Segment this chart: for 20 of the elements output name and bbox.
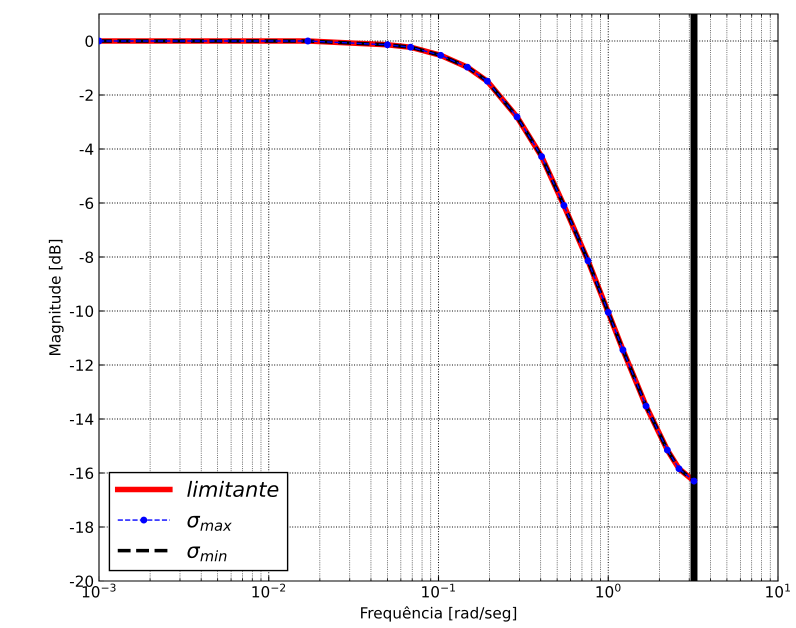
- x-axis-title: Frequência [rad/seg]: [361, 606, 516, 622]
- legend-label: σ$_{min}$: [187, 546, 226, 562]
- y-tick-label: -18: [70, 521, 94, 534]
- x-tick-label: 10$^{−2}$: [252, 584, 286, 598]
- x-tick-label: 10$^{−1}$: [422, 584, 455, 598]
- y-tick-label: -20: [70, 575, 94, 588]
- y-tick-label: -8: [80, 251, 94, 264]
- y-tick-label: -4: [80, 144, 94, 155]
- y-tick-label: -2: [80, 89, 93, 101]
- y-tick-label: -16: [70, 467, 94, 480]
- y-tick-label: -6: [80, 197, 94, 210]
- y-tick-label: -14: [70, 414, 94, 425]
- legend-label: σ$_{max}$: [187, 516, 232, 531]
- y-tick-label: -12: [70, 359, 93, 371]
- y-tick-label: -10: [70, 305, 94, 318]
- legend-label: limitante: [187, 480, 278, 498]
- y-axis-title: Magnitude [dB]: [48, 240, 64, 355]
- x-tick-label: 10$^{1}$: [766, 584, 790, 598]
- x-tick-label: 10$^{0}$: [596, 584, 620, 598]
- y-tick-label: 0: [85, 35, 94, 48]
